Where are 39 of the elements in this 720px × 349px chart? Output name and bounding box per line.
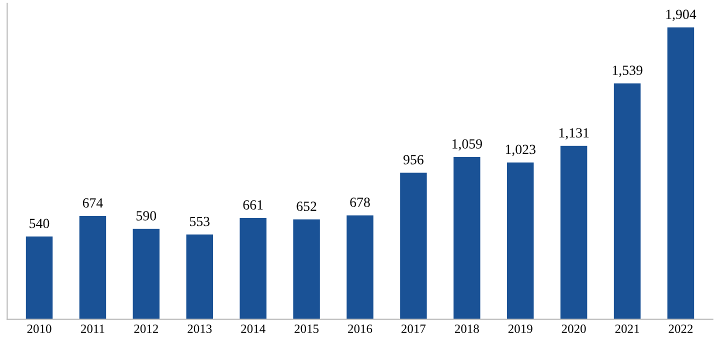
bar <box>186 234 213 320</box>
bar <box>240 218 266 320</box>
data-label: 553 <box>190 216 210 226</box>
bar <box>400 172 427 320</box>
x-tick-label: 2014 <box>241 324 266 333</box>
data-label: 956 <box>403 155 424 164</box>
bar <box>79 216 106 320</box>
bar <box>132 228 160 320</box>
bar <box>454 156 480 320</box>
bar <box>346 215 374 320</box>
x-tick-label: 2019 <box>508 324 532 333</box>
data-label: 661 <box>243 200 263 210</box>
data-label: 1,131 <box>559 128 589 140</box>
x-tick-label: 2021 <box>615 324 640 333</box>
data-label: 1,059 <box>452 139 482 151</box>
bar <box>507 162 534 320</box>
bar <box>26 236 53 320</box>
x-tick-label: 2010 <box>27 324 52 333</box>
x-tick-label: 2013 <box>188 324 212 333</box>
x-tick-label: 2022 <box>668 324 693 333</box>
data-label: 1,904 <box>666 10 696 22</box>
x-tick-label: 2020 <box>562 324 586 333</box>
bar <box>293 219 320 320</box>
bar <box>667 27 694 320</box>
x-tick-label: 2016 <box>348 324 372 333</box>
data-label: 1,023 <box>506 144 536 156</box>
bar <box>560 146 588 320</box>
data-label: 540 <box>30 218 50 228</box>
data-label: 674 <box>82 198 103 208</box>
data-label: 590 <box>136 211 156 220</box>
data-label: 678 <box>350 198 370 208</box>
data-label: 652 <box>296 202 316 211</box>
x-tick-label: 2017 <box>402 324 426 333</box>
x-tick-label: 2012 <box>134 324 158 333</box>
bar <box>614 83 641 320</box>
x-tick-label: 2018 <box>454 324 479 333</box>
x-tick-label: 2015 <box>294 324 319 333</box>
x-tick-label: 2011 <box>81 324 104 333</box>
data-label: 1,539 <box>612 66 642 77</box>
